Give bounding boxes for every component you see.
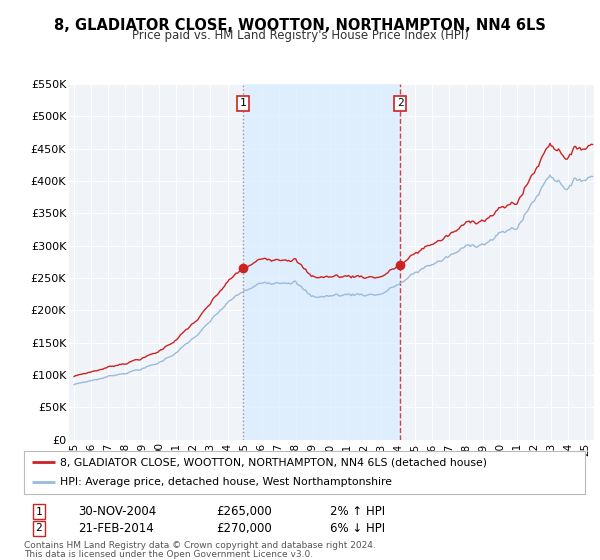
Text: HPI: Average price, detached house, West Northamptonshire: HPI: Average price, detached house, West… — [61, 477, 392, 487]
Text: 2: 2 — [35, 523, 43, 533]
Text: 1: 1 — [35, 507, 43, 517]
Text: This data is licensed under the Open Government Licence v3.0.: This data is licensed under the Open Gov… — [24, 550, 313, 559]
Text: 2% ↑ HPI: 2% ↑ HPI — [330, 505, 385, 519]
Text: 1: 1 — [240, 99, 247, 109]
Text: Contains HM Land Registry data © Crown copyright and database right 2024.: Contains HM Land Registry data © Crown c… — [24, 541, 376, 550]
Text: £265,000: £265,000 — [216, 505, 272, 519]
Bar — [243, 84, 400, 440]
Text: 8, GLADIATOR CLOSE, WOOTTON, NORTHAMPTON, NN4 6LS (detached house): 8, GLADIATOR CLOSE, WOOTTON, NORTHAMPTON… — [61, 458, 487, 468]
Text: £270,000: £270,000 — [216, 521, 272, 535]
Text: 8, GLADIATOR CLOSE, WOOTTON, NORTHAMPTON, NN4 6LS: 8, GLADIATOR CLOSE, WOOTTON, NORTHAMPTON… — [54, 18, 546, 33]
Text: 2: 2 — [397, 99, 404, 109]
Text: 6% ↓ HPI: 6% ↓ HPI — [330, 521, 385, 535]
Text: 21-FEB-2014: 21-FEB-2014 — [78, 521, 154, 535]
Text: Price paid vs. HM Land Registry's House Price Index (HPI): Price paid vs. HM Land Registry's House … — [131, 29, 469, 42]
Text: 30-NOV-2004: 30-NOV-2004 — [78, 505, 156, 519]
